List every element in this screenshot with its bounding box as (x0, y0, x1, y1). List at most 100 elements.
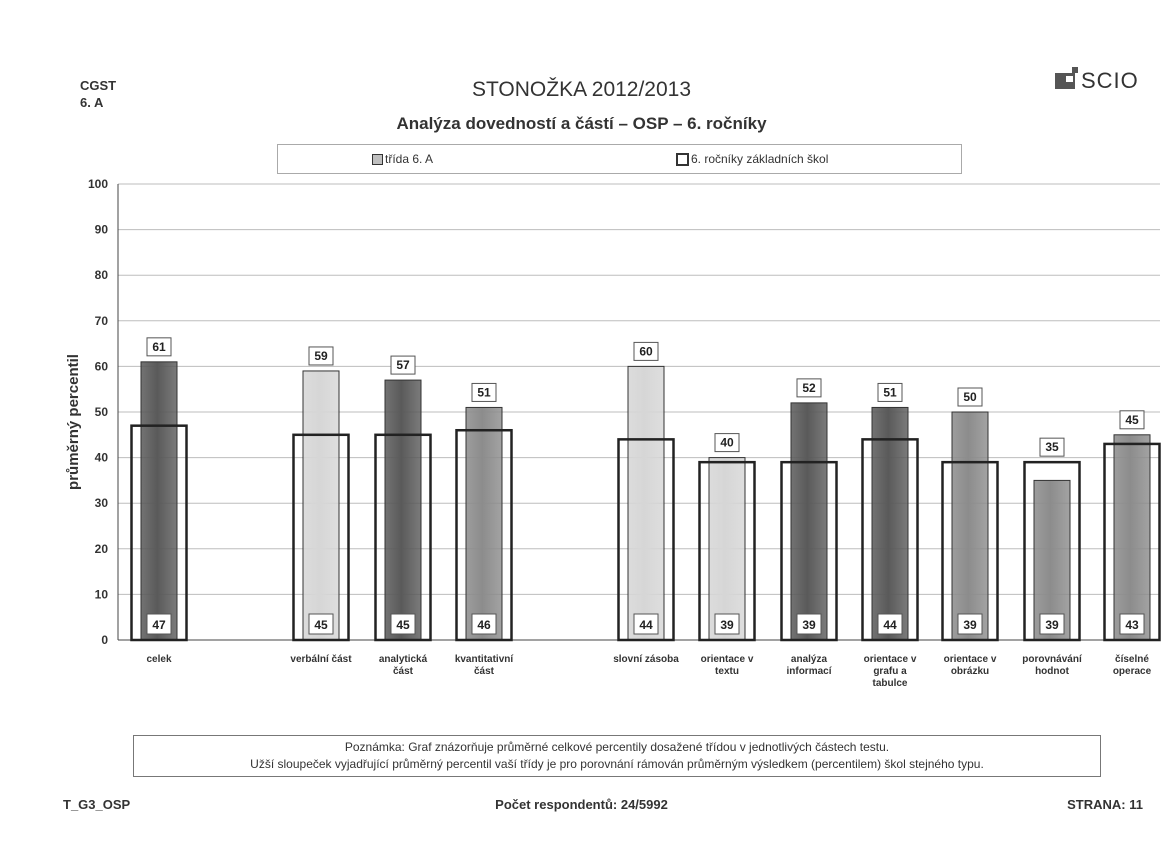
bar-national-frame (374, 433, 432, 642)
data-label-national: 39 (963, 618, 977, 632)
y-tick-label: 0 (101, 633, 108, 647)
bar-class (627, 365, 665, 641)
data-label-class: 51 (477, 385, 491, 399)
bar-national-frame (617, 438, 675, 642)
legend-label-class: třída 6. A (385, 152, 434, 166)
y-tick-label: 10 (95, 587, 109, 601)
data-label-box (308, 346, 334, 366)
x-tick-label: část (474, 666, 495, 677)
bar-class (384, 379, 422, 641)
data-label-class: 59 (314, 349, 328, 363)
data-label-box (308, 613, 334, 635)
data-label-box (633, 341, 659, 361)
bar-national-frame (941, 460, 999, 642)
data-label-national: 47 (152, 618, 166, 632)
data-label-national: 44 (883, 618, 897, 632)
data-label-box (877, 382, 903, 402)
data-label-box (877, 613, 903, 635)
bar-class (465, 406, 503, 641)
y-tick-label: 90 (95, 223, 109, 237)
bar-national-frame (130, 424, 188, 642)
footer-respondents: Počet respondentů: 24/5992 (495, 797, 668, 812)
y-tick-label: 100 (88, 177, 108, 191)
data-label-national: 46 (477, 618, 491, 632)
data-label-box (1039, 613, 1065, 635)
footer-code: T_G3_OSP (63, 797, 131, 812)
bar-national-frame (292, 433, 350, 642)
legend-item-national: 6. ročníky základních škol (676, 152, 828, 166)
data-label-box (390, 613, 416, 635)
y-tick-label: 80 (95, 268, 109, 282)
x-tick-label: část (393, 666, 414, 677)
chart-note: Poznámka: Graf znázorňuje průměrné celko… (133, 735, 1101, 777)
data-label-national: 39 (802, 618, 816, 632)
y-tick-label: 70 (95, 314, 109, 328)
x-tick-label: orientace v (701, 654, 754, 665)
data-label-class: 60 (639, 344, 653, 358)
x-tick-label: grafu a (873, 666, 907, 677)
data-label-box (957, 613, 983, 635)
y-tick-label: 60 (95, 359, 109, 373)
x-tick-label: hodnot (1035, 666, 1070, 677)
note-line-2: Užší sloupeček vyjadřující průměrný perc… (250, 757, 984, 771)
bar-class (871, 406, 909, 641)
data-label-national: 39 (720, 618, 734, 632)
y-tick-label: 50 (95, 405, 109, 419)
data-label-class: 40 (720, 436, 734, 450)
bar-chart: 0 10 20 30 40 50 60 70 80 90 100 průměrný percentil… (65, 177, 1161, 689)
data-label-box (796, 613, 822, 635)
bar-class (951, 411, 989, 641)
bar-national-frame (1023, 460, 1081, 642)
x-tick-label: textu (715, 666, 739, 677)
data-label-box (471, 613, 497, 635)
legend-swatch-national (676, 152, 689, 166)
school-info: CGST 6. A (80, 77, 116, 111)
data-label-box (390, 355, 416, 375)
legend-label-national: 6. ročníky základních škol (691, 152, 829, 166)
data-label-box (1119, 613, 1145, 635)
data-label-box (957, 387, 983, 407)
logo-mark-icon (1055, 67, 1078, 89)
data-label-national: 45 (396, 618, 410, 632)
y-tick-label: 30 (95, 496, 109, 510)
bar-class (790, 402, 828, 641)
logo-text: SCIO (1081, 68, 1139, 93)
x-tick-label: slovní zásoba (613, 654, 679, 665)
y-axis-label: průměrný percentil (65, 354, 82, 490)
legend-swatch-class (372, 153, 383, 165)
x-tick-label: analýza (791, 654, 828, 665)
note-line-1: Poznámka: Graf znázorňuje průměrné celko… (344, 740, 890, 754)
x-tick-label: verbální část (290, 654, 352, 665)
data-label-class: 61 (152, 340, 166, 354)
data-label-box (146, 613, 172, 635)
scio-logo: SCIO (1055, 67, 1139, 94)
y-tick-label: 20 (95, 542, 109, 556)
data-label-national: 44 (639, 618, 653, 632)
bar-national-frame (698, 460, 756, 642)
bar-class (1113, 434, 1151, 641)
x-tick-label: porovnávání (1022, 654, 1083, 665)
x-tick-label: tabulce (872, 678, 907, 689)
data-label-box (633, 613, 659, 635)
school-name: CGST (80, 78, 117, 93)
bar-national-frame (1103, 442, 1161, 642)
chart-legend: třída 6. A 6. ročníky základních škol (277, 144, 962, 174)
data-label-box (1119, 410, 1145, 430)
footer-page: STRANA: 11 (1067, 797, 1143, 812)
class-name: 6. A (80, 95, 104, 110)
bar-national-frame (455, 428, 513, 642)
x-tick-label: celek (146, 654, 171, 665)
bar-class (302, 370, 340, 641)
x-tick-label: operace (1113, 666, 1152, 677)
data-label-national: 39 (1045, 618, 1059, 632)
page-title: STONOŽKA 2012/2013 (471, 78, 692, 101)
x-tick-label: orientace v (864, 654, 917, 665)
x-tick-label: informací (786, 666, 832, 677)
data-label-class: 57 (396, 358, 410, 372)
data-label-class: 51 (883, 385, 897, 399)
data-label-class: 35 (1045, 440, 1059, 454)
data-label-box (714, 433, 740, 453)
bar-class (708, 457, 746, 641)
bar-class (140, 361, 178, 641)
data-label-class: 45 (1125, 413, 1139, 427)
